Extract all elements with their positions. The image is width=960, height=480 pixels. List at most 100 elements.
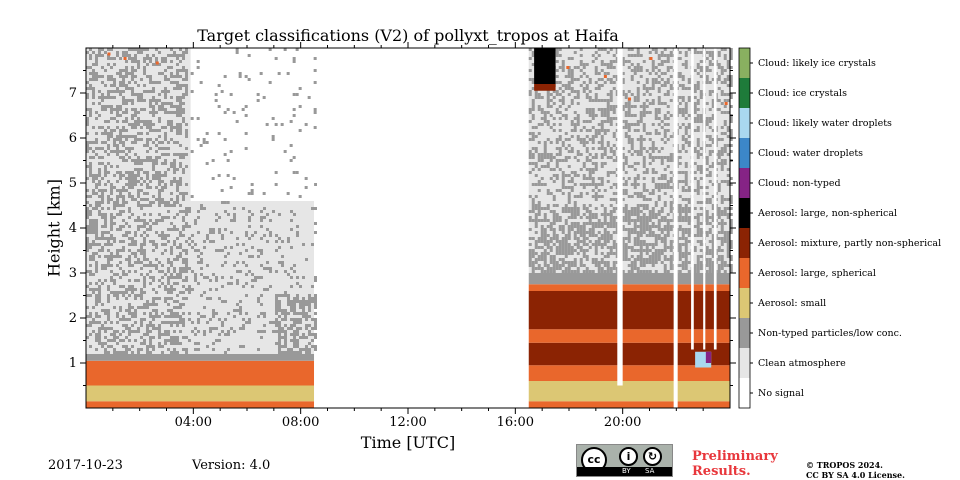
speckle-cell [314, 297, 317, 300]
speckle-cell [281, 318, 284, 321]
speckle-cell [164, 102, 167, 105]
speckle-cell [639, 210, 643, 213]
speckle-cell [636, 87, 640, 90]
speckle-cell [125, 138, 128, 141]
speckle-cell [194, 219, 197, 222]
speckle-cell [137, 294, 140, 297]
speckle-cell [609, 234, 613, 237]
speckle-cell [143, 339, 146, 342]
speckle-cell [657, 69, 661, 72]
speckle-cell [660, 78, 664, 81]
speckle-cell [101, 75, 104, 78]
speckle-cell [612, 144, 616, 147]
speckle-cell [597, 243, 601, 246]
speckle-cell [176, 105, 179, 108]
speckle-cell [636, 99, 640, 102]
speckle-cell [98, 294, 101, 297]
speckle-cell [648, 198, 652, 201]
speckle-cell [723, 264, 727, 267]
speckle-cell [603, 240, 607, 243]
speckle-cell [543, 156, 547, 159]
speckle-cell [642, 114, 646, 117]
speckle-cell [164, 285, 167, 288]
speckle-cell [95, 177, 98, 180]
speckle-cell [149, 261, 152, 264]
speckle-cell [582, 66, 586, 69]
speckle-cell [161, 147, 164, 150]
speckle-cell [606, 117, 610, 120]
speckle-cell [176, 87, 179, 90]
speckle-cell [302, 300, 305, 303]
speckle-cell [594, 243, 598, 246]
speckle-cell [720, 147, 724, 150]
speckle-cell [651, 87, 655, 90]
speckle-cell [729, 84, 733, 87]
speckle-cell [86, 66, 89, 69]
speckle-cell [209, 297, 212, 300]
speckle-cell [256, 93, 260, 96]
speckle-cell [107, 231, 110, 234]
speckle-cell [573, 111, 577, 114]
speckle-cell [152, 243, 155, 246]
speckle-cell [627, 216, 631, 219]
speckle-cell [561, 180, 565, 183]
speckle-cell [257, 276, 260, 279]
speckle-cell [687, 99, 691, 102]
speckle-cell [582, 177, 586, 180]
speckle-cell [155, 198, 158, 201]
speckle-cell [531, 183, 535, 186]
speckle-cell [179, 252, 182, 255]
speckle-cell [116, 336, 119, 339]
speckle-cell [657, 213, 661, 216]
speckle-cell [131, 135, 134, 138]
speckle-cell [657, 96, 661, 99]
speckle-cell [134, 135, 137, 138]
speckle-cell [588, 213, 592, 216]
speckle-cell [302, 243, 305, 246]
speckle-cell [164, 234, 167, 237]
speckle-cell [107, 249, 110, 252]
speckle-cell [726, 231, 730, 234]
speckle-cell [155, 186, 158, 189]
speckle-cell [131, 48, 134, 51]
speckle-cell [558, 99, 562, 102]
speckle-cell [185, 240, 188, 243]
speckle-cell [134, 180, 137, 183]
speckle-cell [642, 171, 646, 174]
speckle-cell [681, 255, 685, 258]
speckle-cell [295, 93, 299, 96]
speckle-cell [696, 66, 700, 69]
speckle-cell [705, 258, 709, 261]
speckle-cell [558, 111, 562, 114]
speckle-cell [708, 198, 712, 201]
speckle-cell [146, 330, 149, 333]
speckle-cell [681, 78, 685, 81]
speckle-cell [206, 264, 209, 267]
speckle-cell [182, 108, 185, 111]
speckle-cell [200, 258, 203, 261]
speckle-cell [594, 213, 598, 216]
speckle-cell [137, 180, 140, 183]
speckle-cell [600, 69, 604, 72]
speckle-cell [678, 216, 682, 219]
speckle-cell [585, 96, 589, 99]
speckle-cell [678, 96, 682, 99]
speckle-cell [594, 198, 598, 201]
speckle-cell [597, 264, 601, 267]
speckle-cell [125, 111, 128, 114]
speckle-cell [260, 210, 263, 213]
speckle-cell [660, 240, 664, 243]
speckle-cell [624, 249, 628, 252]
speckle-cell [585, 120, 589, 123]
speckle-cell [308, 324, 311, 327]
speckle-cell [173, 54, 176, 57]
speckle-cell [564, 186, 568, 189]
speckle-cell [636, 204, 640, 207]
speckle-cell [636, 123, 640, 126]
speckle-cell [552, 228, 556, 231]
speckle-cell [281, 309, 284, 312]
speckle-cell [176, 108, 179, 111]
speckle-cell [570, 186, 574, 189]
speckle-cell [143, 60, 146, 63]
speckle-cell [663, 225, 667, 228]
